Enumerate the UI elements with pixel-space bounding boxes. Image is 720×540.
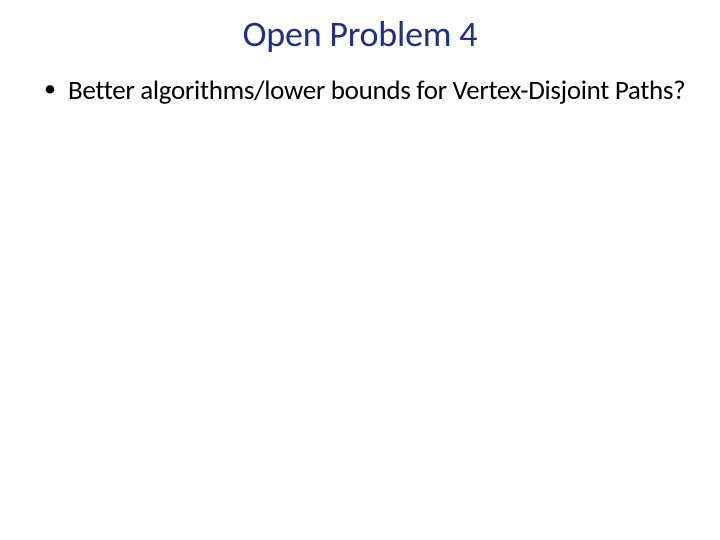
slide-container: Open Problem 4 Better algorithms/lower b… <box>0 0 720 540</box>
slide-title: Open Problem 4 <box>30 12 690 56</box>
bullet-list: Better algorithms/lower bounds for Verte… <box>30 74 690 107</box>
bullet-item: Better algorithms/lower bounds for Verte… <box>44 74 690 107</box>
